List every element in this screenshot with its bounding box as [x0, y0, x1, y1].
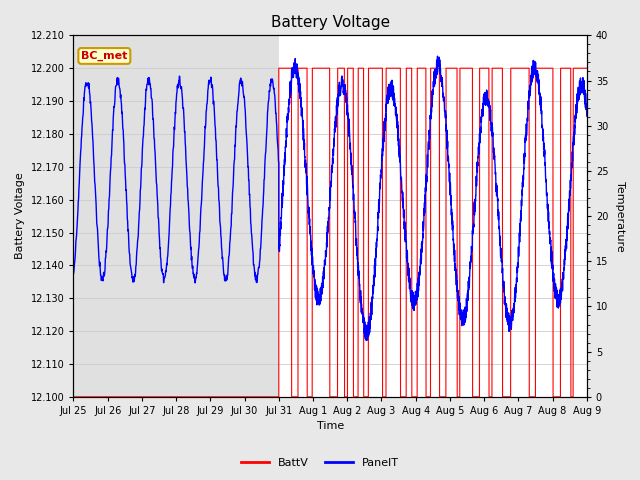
Title: Battery Voltage: Battery Voltage — [271, 15, 390, 30]
X-axis label: Time: Time — [317, 421, 344, 432]
Text: BC_met: BC_met — [81, 51, 127, 61]
Bar — [74, 36, 279, 397]
Y-axis label: Temperature: Temperature — [615, 180, 625, 252]
Legend: BattV, PanelT: BattV, PanelT — [237, 453, 403, 472]
Y-axis label: Battery Voltage: Battery Voltage — [15, 173, 25, 260]
